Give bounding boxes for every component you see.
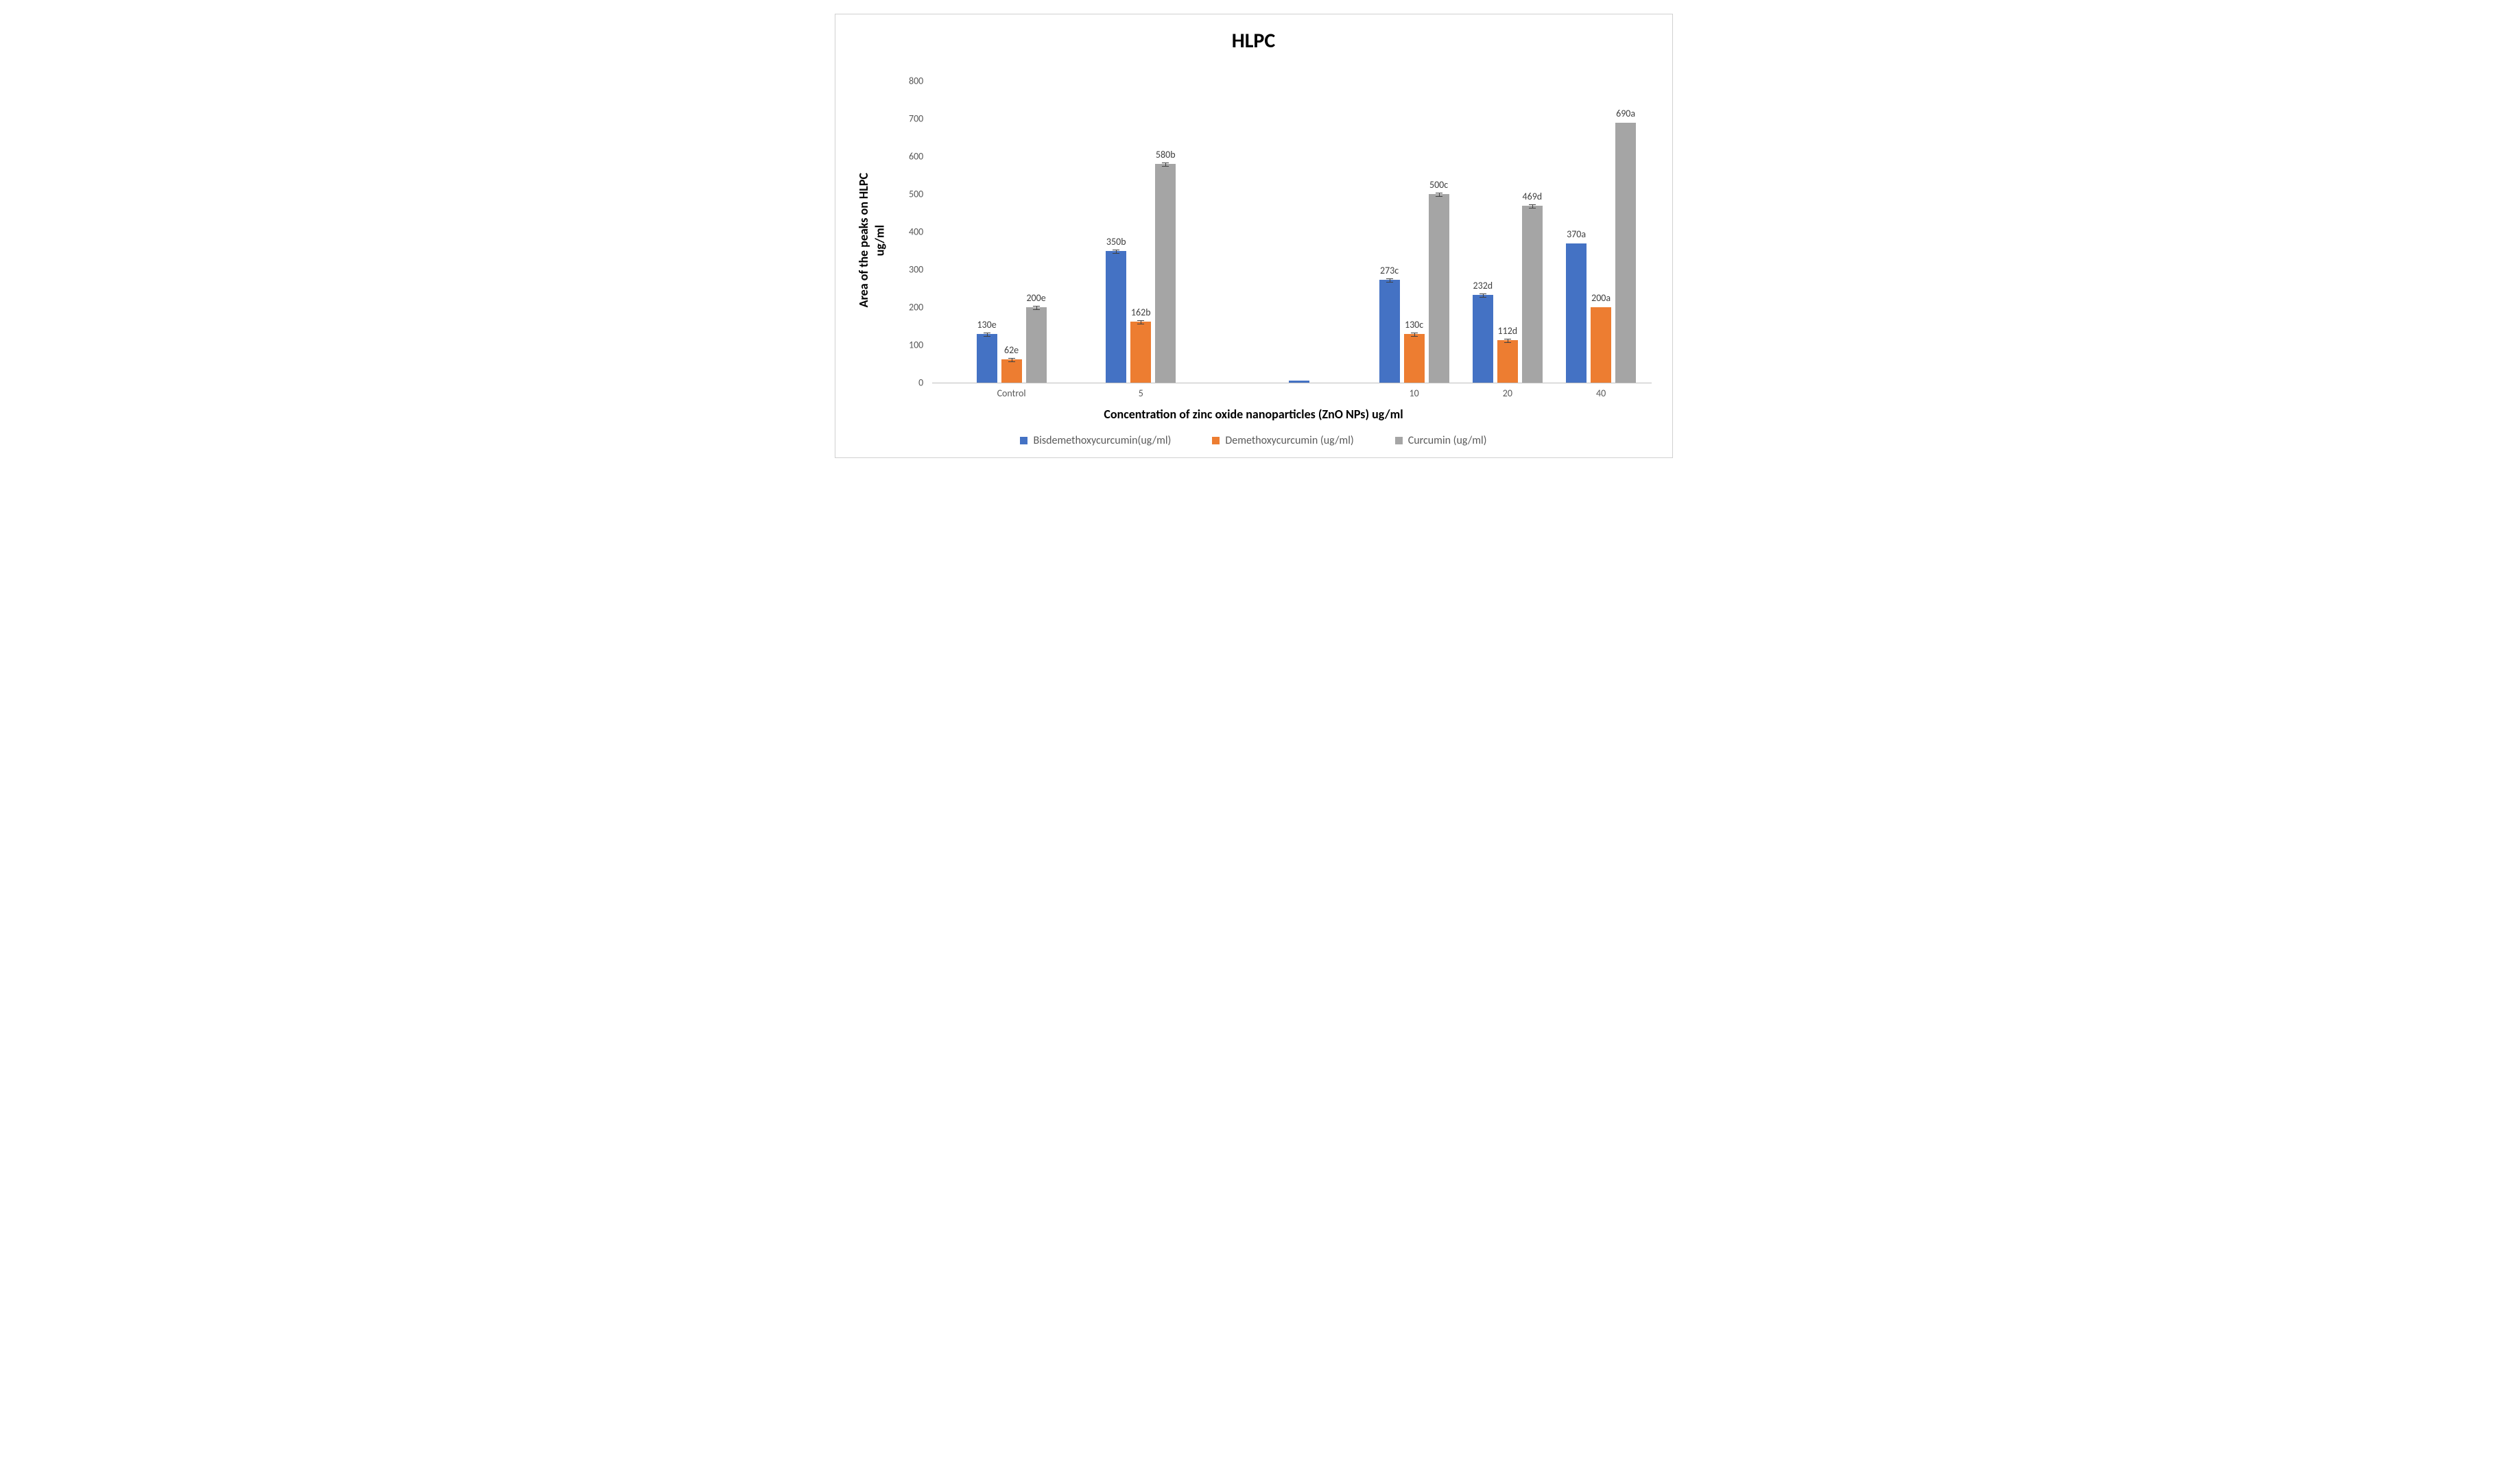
bar: 232d xyxy=(1473,295,1493,383)
bar-group xyxy=(1289,381,1309,383)
bar-data-label: 62e xyxy=(1004,344,1019,356)
y-ticks: 0100200300400500600700800 xyxy=(894,81,929,383)
legend-label: Bisdemethoxycurcumin(ug/ml) xyxy=(1033,434,1171,447)
x-axis-label: Concentration of zinc oxide nanoparticle… xyxy=(856,407,1652,422)
y-tick: 100 xyxy=(909,339,923,351)
bar xyxy=(1289,381,1309,383)
bar-data-label: 500c xyxy=(1429,179,1448,191)
bar-data-label: 130c xyxy=(1405,319,1423,331)
bar-data-label: 370a xyxy=(1567,228,1586,240)
bar-group: 130e62e200e xyxy=(977,307,1047,383)
error-bar xyxy=(1008,358,1015,362)
bar-data-label: 130e xyxy=(977,319,996,331)
bar-group: 350b162b580b xyxy=(1106,164,1176,383)
bar: 162b xyxy=(1130,322,1151,383)
error-bar xyxy=(1113,250,1119,254)
y-tick: 700 xyxy=(909,113,923,125)
legend-swatch xyxy=(1212,437,1220,444)
legend-item: Bisdemethoxycurcumin(ug/ml) xyxy=(1020,434,1171,447)
plot-wrapper: Area of the peaks on HLPCug/ml 010020030… xyxy=(856,81,1652,400)
bar: 690a xyxy=(1615,123,1636,383)
error-bar xyxy=(1033,306,1040,310)
bar: 112d xyxy=(1497,340,1518,383)
legend-label: Demethoxycurcumin (ug/ml) xyxy=(1225,434,1353,447)
bar-data-label: 690a xyxy=(1616,108,1635,119)
bar-data-label: 112d xyxy=(1498,325,1518,337)
y-tick: 800 xyxy=(909,75,923,87)
bar: 200e xyxy=(1026,307,1047,383)
error-bar xyxy=(1529,204,1536,208)
y-axis-label-line: Area of the peaks on HLPC xyxy=(856,173,871,307)
chart-title: HLPC xyxy=(856,28,1652,53)
bar: 62e xyxy=(1001,359,1022,383)
bar: 200a xyxy=(1591,307,1611,383)
legend-item: Demethoxycurcumin (ug/ml) xyxy=(1212,434,1353,447)
bars-stage: 130e62e200e350b162b580b273c130c500c232d1… xyxy=(932,81,1651,383)
chart-container: HLPC Area of the peaks on HLPCug/ml 0100… xyxy=(835,14,1673,458)
bar-group: 232d112d469d xyxy=(1473,206,1543,383)
y-tick: 600 xyxy=(909,151,923,163)
bar-data-label: 200e xyxy=(1026,292,1045,304)
error-bar xyxy=(1411,333,1418,337)
y-tick: 500 xyxy=(909,189,923,200)
y-tick: 300 xyxy=(909,264,923,276)
bar-data-label: 232d xyxy=(1473,280,1493,291)
y-tick: 200 xyxy=(909,302,923,313)
y-axis-label: Area of the peaks on HLPCug/ml xyxy=(856,173,888,307)
x-ticks: Control 5 10 20 40 xyxy=(932,383,1651,400)
bar-data-label: 469d xyxy=(1523,191,1543,202)
y-tick: 0 xyxy=(918,377,923,389)
bar: 370a xyxy=(1566,243,1587,383)
legend: Bisdemethoxycurcumin(ug/ml) Demethoxycurc… xyxy=(856,434,1652,447)
plot-area: 0100200300400500600700800 130e62e200e350… xyxy=(894,81,1651,400)
x-tick: Control xyxy=(997,387,1026,399)
bar-data-label: 200a xyxy=(1591,292,1611,304)
y-axis-label-line: ug/ml xyxy=(872,225,887,256)
error-bar xyxy=(1162,163,1169,167)
bar: 500c xyxy=(1429,194,1449,383)
bar: 469d xyxy=(1522,206,1543,383)
error-bar xyxy=(1137,320,1144,324)
bar: 130c xyxy=(1404,334,1425,383)
bar-data-label: 273c xyxy=(1380,265,1399,276)
error-bar xyxy=(1504,339,1511,343)
bar: 580b xyxy=(1155,164,1176,383)
error-bar xyxy=(1480,294,1486,298)
x-tick: 40 xyxy=(1596,387,1606,399)
grid-area: 0100200300400500600700800 130e62e200e350… xyxy=(932,81,1651,383)
bar-group: 273c130c500c xyxy=(1379,194,1449,383)
bar: 350b xyxy=(1106,251,1126,383)
bar-data-label: 162b xyxy=(1131,307,1151,318)
bar-group: 370a200a690a xyxy=(1566,123,1636,383)
error-bar xyxy=(984,333,990,337)
x-tick: 20 xyxy=(1503,387,1512,399)
x-tick: 10 xyxy=(1409,387,1418,399)
x-tick: 5 xyxy=(1139,387,1143,399)
bar-data-label: 350b xyxy=(1106,236,1126,248)
legend-swatch xyxy=(1395,437,1403,444)
bar: 273c xyxy=(1379,280,1400,383)
bar: 130e xyxy=(977,334,997,383)
legend-item: Curcumin (ug/ml) xyxy=(1395,434,1487,447)
legend-swatch xyxy=(1020,437,1027,444)
error-bar xyxy=(1386,278,1393,283)
y-tick: 400 xyxy=(909,226,923,238)
error-bar xyxy=(1436,193,1442,197)
legend-label: Curcumin (ug/ml) xyxy=(1408,434,1487,447)
bar-data-label: 580b xyxy=(1156,149,1176,160)
